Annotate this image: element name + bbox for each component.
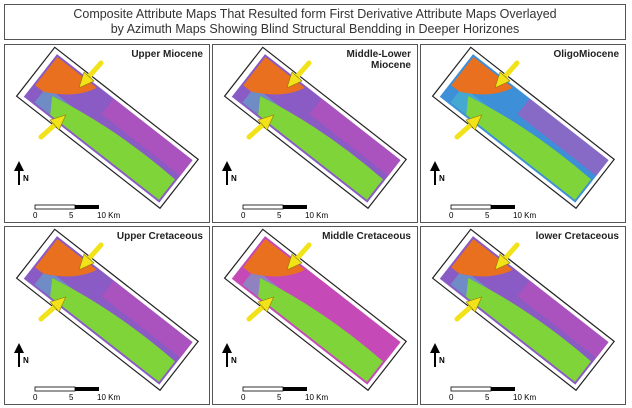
scale-bar-tick-label: 10 Km xyxy=(305,393,328,402)
scale-bar-tick-label: 10 Km xyxy=(513,393,536,402)
map-graphic: N 0 5 10 Km xyxy=(222,228,408,402)
map-graphic: N 0 5 10 Km xyxy=(430,228,616,402)
azimuth-overlay xyxy=(101,280,193,358)
azimuth-overlay xyxy=(309,98,401,176)
structural-band xyxy=(50,278,175,382)
north-arrow-icon: N xyxy=(430,343,445,367)
panel-label: Middle-Lower Miocene xyxy=(346,49,411,71)
north-label: N xyxy=(23,174,29,183)
scale-bar-tick-label: 10 Km xyxy=(97,211,120,220)
map-panel-middle-cretaceous: N 0 5 10 Km Middle Cretaceous xyxy=(212,226,418,405)
arrow-icon xyxy=(38,114,67,140)
structural-band xyxy=(466,278,591,382)
structural-band xyxy=(258,96,383,200)
structural-band xyxy=(466,96,591,200)
arrow-icon xyxy=(78,60,104,89)
scale-bar-tick-label: 0 xyxy=(241,393,246,402)
north-label: N xyxy=(439,174,445,183)
survey-area xyxy=(15,46,200,210)
arrow-icon xyxy=(494,60,520,89)
survey-area xyxy=(431,228,616,392)
scale-bar-tick-label: 5 xyxy=(485,211,490,220)
north-label: N xyxy=(231,356,237,365)
panel-label: Upper Cretaceous xyxy=(116,231,203,242)
scale-bar-tick-label: 0 xyxy=(449,393,454,402)
scale-bar-tick-label: 10 Km xyxy=(305,211,328,220)
arrow-icon xyxy=(38,296,67,322)
azimuth-overlay xyxy=(517,98,609,176)
scale-bar: 0 5 10 Km xyxy=(33,386,120,402)
azimuth-overlay xyxy=(101,98,193,176)
map-panel-middle-lower-miocene: N 0 5 10 Km Middle-Lower Miocene xyxy=(212,44,418,223)
north-arrow-icon: N xyxy=(430,161,445,185)
panel-label: Middle Cretaceous xyxy=(322,231,411,242)
panel-label: Upper Miocene xyxy=(131,49,203,60)
scale-bar: 0 5 10 Km xyxy=(449,386,536,402)
arrow-icon xyxy=(286,242,312,271)
scale-bar-tick-label: 5 xyxy=(277,211,282,220)
scale-bar-tick-label: 0 xyxy=(33,211,38,220)
map-panel-upper-cretaceous: N 0 5 10 Km Upper Cretaceous xyxy=(4,226,210,405)
map-graphic: N 0 5 10 Km xyxy=(222,46,408,220)
panel-label: OligoMiocene xyxy=(553,49,619,60)
title-line-1: Composite Attribute Maps That Resulted f… xyxy=(73,7,557,21)
north-arrow-icon: N xyxy=(222,343,237,367)
map-panel-oligomiocene: N 0 5 10 Km OligoMiocene xyxy=(420,44,626,223)
panel-label: lower Cretaceous xyxy=(535,231,619,242)
survey-area xyxy=(431,46,616,210)
scale-bar-tick-label: 0 xyxy=(449,211,454,220)
scale-bar: 0 5 10 Km xyxy=(241,386,328,402)
scale-bar-tick-label: 5 xyxy=(69,393,74,402)
map-graphic: N 0 5 10 Km xyxy=(14,46,200,220)
map-graphic: N 0 5 10 Km xyxy=(430,46,616,220)
scale-bar: 0 5 10 Km xyxy=(449,204,536,220)
azimuth-overlay xyxy=(517,280,609,358)
north-label: N xyxy=(231,174,237,183)
north-arrow-icon: N xyxy=(14,343,29,367)
scale-bar: 0 5 10 Km xyxy=(33,204,120,220)
scale-bar-tick-label: 0 xyxy=(241,211,246,220)
north-label: N xyxy=(439,356,445,365)
scale-bar-tick-label: 10 Km xyxy=(513,211,536,220)
scale-bar: 0 5 10 Km xyxy=(241,204,328,220)
survey-area xyxy=(223,46,408,210)
north-arrow-icon: N xyxy=(14,161,29,185)
arrow-icon xyxy=(494,242,520,271)
survey-area xyxy=(15,228,200,392)
arrow-icon xyxy=(246,114,275,140)
map-panel-grid: N 0 5 10 Km Upper Miocene N 0 5 10 Km Middle-L… xyxy=(4,44,628,406)
arrow-icon xyxy=(454,296,483,322)
map-graphic: N 0 5 10 Km xyxy=(14,228,200,402)
map-panel-upper-miocene: N 0 5 10 Km Upper Miocene xyxy=(4,44,210,223)
figure-title: Composite Attribute Maps That Resulted f… xyxy=(4,4,626,40)
title-line-2: by Azimuth Maps Showing Blind Structural… xyxy=(110,22,520,36)
arrow-icon xyxy=(246,296,275,322)
map-panel-lower-cretaceous: N 0 5 10 Km lower Cretaceous xyxy=(420,226,626,405)
arrow-icon xyxy=(454,114,483,140)
scale-bar-tick-label: 5 xyxy=(69,211,74,220)
arrow-icon xyxy=(78,242,104,271)
scale-bar-tick-label: 10 Km xyxy=(97,393,120,402)
scale-bar-tick-label: 5 xyxy=(277,393,282,402)
scale-bar-tick-label: 5 xyxy=(485,393,490,402)
survey-area xyxy=(223,228,408,392)
azimuth-overlay xyxy=(309,280,401,358)
structural-band xyxy=(258,278,383,382)
arrow-icon xyxy=(286,60,312,89)
scale-bar-tick-label: 0 xyxy=(33,393,38,402)
structural-band xyxy=(50,96,175,200)
north-arrow-icon: N xyxy=(222,161,237,185)
north-label: N xyxy=(23,356,29,365)
